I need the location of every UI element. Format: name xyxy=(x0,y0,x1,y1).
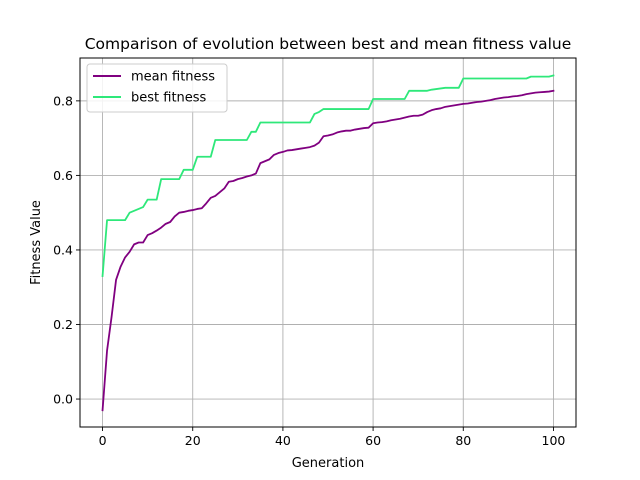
x-tick-label: 100 xyxy=(542,433,566,448)
x-tick-label: 0 xyxy=(99,433,107,448)
y-tick-label: 0.2 xyxy=(53,317,73,332)
legend-label-best-fitness: best fitness xyxy=(131,91,207,106)
x-axis-label: Generation xyxy=(292,456,365,471)
x-tick-label: 20 xyxy=(185,433,201,448)
x-tick-label: 60 xyxy=(365,433,381,448)
series-line-best-fitness xyxy=(101,74,555,278)
series-line-mean-fitness xyxy=(101,89,555,412)
y-tick-label: 0.4 xyxy=(53,242,73,257)
grid xyxy=(80,58,576,427)
legend: mean fitness best fitness xyxy=(86,63,228,113)
axis-ticks: 0 20 40 60 80 100 0.0 0.2 0.4 0.6 0.8 xyxy=(53,93,565,448)
y-tick-label: 0.6 xyxy=(53,168,73,183)
legend-label-mean-fitness: mean fitness xyxy=(131,70,215,85)
x-tick-label: 40 xyxy=(275,433,291,448)
plot-frame xyxy=(79,57,577,428)
y-axis-label: Fitness Value xyxy=(29,200,44,285)
series-lines xyxy=(101,74,555,412)
y-tick-label: 0.8 xyxy=(53,93,73,108)
y-tick-label: 0.0 xyxy=(53,392,73,407)
chart-title: Comparison of evolution between best and… xyxy=(85,35,572,53)
x-tick-label: 80 xyxy=(455,433,471,448)
legend-box xyxy=(86,63,228,113)
